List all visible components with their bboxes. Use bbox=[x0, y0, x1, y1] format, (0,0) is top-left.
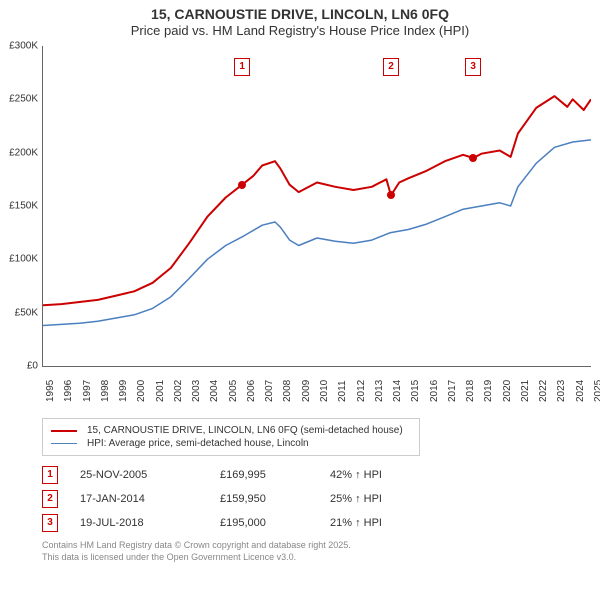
x-tick-label: 2019 bbox=[483, 380, 494, 402]
footer-attribution: Contains HM Land Registry data © Crown c… bbox=[42, 540, 590, 563]
x-tick-label: 2017 bbox=[447, 380, 458, 402]
y-tick-label: £250K bbox=[9, 94, 38, 105]
transaction-date: 19-JUL-2018 bbox=[80, 517, 220, 529]
legend-row: HPI: Average price, semi-detached house,… bbox=[51, 438, 411, 449]
footer-line1: Contains HM Land Registry data © Crown c… bbox=[42, 540, 590, 552]
x-tick-label: 1996 bbox=[63, 380, 74, 402]
x-tick-label: 1995 bbox=[45, 380, 56, 402]
transaction-marker: 1 bbox=[42, 466, 58, 484]
event-dot-3 bbox=[469, 154, 477, 162]
series-line-hpi bbox=[43, 140, 591, 326]
transaction-row: 2 17-JAN-2014£159,95025% ↑ HPI bbox=[42, 490, 590, 508]
legend-label: HPI: Average price, semi-detached house,… bbox=[87, 438, 309, 449]
transaction-date: 17-JAN-2014 bbox=[80, 493, 220, 505]
x-tick-label: 2024 bbox=[575, 380, 586, 402]
x-tick-label: 2014 bbox=[392, 380, 403, 402]
chart-title-block: 15, CARNOUSTIE DRIVE, LINCOLN, LN6 0FQ P… bbox=[0, 0, 600, 38]
chart-lines-svg bbox=[43, 46, 591, 366]
y-tick-label: £300K bbox=[9, 41, 38, 52]
transaction-row: 1 25-NOV-2005£169,99542% ↑ HPI bbox=[42, 466, 590, 484]
x-tick-label: 2023 bbox=[556, 380, 567, 402]
x-tick-label: 2016 bbox=[429, 380, 440, 402]
chart-wrap: £0£50K£100K£150K£200K£250K£300K 123 bbox=[42, 46, 590, 366]
x-tick-label: 2021 bbox=[520, 380, 531, 402]
x-tick-label: 1998 bbox=[100, 380, 111, 402]
event-dot-2 bbox=[387, 191, 395, 199]
y-tick-label: £200K bbox=[9, 147, 38, 158]
transaction-row: 3 19-JUL-2018£195,00021% ↑ HPI bbox=[42, 514, 590, 532]
x-tick-label: 2012 bbox=[356, 380, 367, 402]
x-tick-label: 2006 bbox=[246, 380, 257, 402]
x-tick-label: 2007 bbox=[264, 380, 275, 402]
footer-line2: This data is licensed under the Open Gov… bbox=[42, 552, 590, 564]
x-tick-label: 2020 bbox=[502, 380, 513, 402]
y-tick-label: £100K bbox=[9, 254, 38, 265]
x-axis-labels: 1995 1996 1997 1998 1999 2000 2001 2002 2003 2004… bbox=[42, 366, 590, 414]
y-tick-label: £0 bbox=[27, 361, 38, 372]
x-tick-label: 2022 bbox=[538, 380, 549, 402]
transaction-table: 1 25-NOV-2005£169,99542% ↑ HPI 2 17-JAN-201… bbox=[42, 466, 590, 532]
transaction-date: 25-NOV-2005 bbox=[80, 469, 220, 481]
x-tick-label: 2005 bbox=[228, 380, 239, 402]
x-tick-label: 2018 bbox=[465, 380, 476, 402]
transaction-price: £195,000 bbox=[220, 517, 330, 529]
transaction-marker: 3 bbox=[42, 514, 58, 532]
x-tick-label: 2009 bbox=[301, 380, 312, 402]
x-tick-label: 2004 bbox=[209, 380, 220, 402]
x-tick-label: 2001 bbox=[155, 380, 166, 402]
chart-plot-area: 1 2 3 bbox=[42, 46, 591, 367]
event-marker-1: 1 bbox=[234, 58, 250, 76]
x-tick-label: 2013 bbox=[374, 380, 385, 402]
transaction-hpi: 42% ↑ HPI bbox=[330, 469, 382, 481]
legend-swatch bbox=[51, 443, 77, 444]
chart-title-line1: 15, CARNOUSTIE DRIVE, LINCOLN, LN6 0FQ bbox=[0, 6, 600, 22]
x-tick-label: 2002 bbox=[173, 380, 184, 402]
transaction-price: £169,995 bbox=[220, 469, 330, 481]
legend-swatch bbox=[51, 430, 77, 432]
chart-title-line2: Price paid vs. HM Land Registry's House … bbox=[0, 23, 600, 38]
event-marker-3: 3 bbox=[465, 58, 481, 76]
x-tick-label: 2000 bbox=[136, 380, 147, 402]
legend-row: 15, CARNOUSTIE DRIVE, LINCOLN, LN6 0FQ (… bbox=[51, 425, 411, 436]
transaction-marker: 2 bbox=[42, 490, 58, 508]
event-dot-1 bbox=[238, 181, 246, 189]
x-tick-label: 2015 bbox=[410, 380, 421, 402]
x-tick-label: 2003 bbox=[191, 380, 202, 402]
x-tick-label: 1999 bbox=[118, 380, 129, 402]
series-line-price_paid bbox=[43, 96, 591, 305]
x-tick-label: 1997 bbox=[82, 380, 93, 402]
x-tick-label: 2025 bbox=[593, 380, 600, 402]
x-tick-label: 2008 bbox=[282, 380, 293, 402]
legend-label: 15, CARNOUSTIE DRIVE, LINCOLN, LN6 0FQ (… bbox=[87, 425, 403, 436]
x-tick-label: 2010 bbox=[319, 380, 330, 402]
legend: 15, CARNOUSTIE DRIVE, LINCOLN, LN6 0FQ (… bbox=[42, 418, 420, 456]
transaction-hpi: 25% ↑ HPI bbox=[330, 493, 382, 505]
y-tick-label: £50K bbox=[15, 307, 38, 318]
event-marker-2: 2 bbox=[383, 58, 399, 76]
x-tick-label: 2011 bbox=[337, 380, 348, 402]
transaction-hpi: 21% ↑ HPI bbox=[330, 517, 382, 529]
y-tick-label: £150K bbox=[9, 201, 38, 212]
transaction-price: £159,950 bbox=[220, 493, 330, 505]
